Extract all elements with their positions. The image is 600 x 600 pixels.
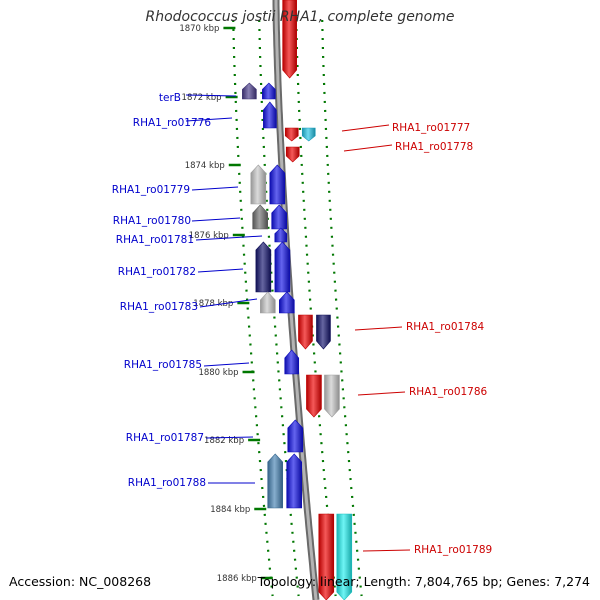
gene-rha1-ro01788	[267, 453, 303, 509]
gene-glyph	[267, 453, 284, 509]
gene-glyph	[274, 241, 291, 293]
gene-glyph	[301, 127, 316, 142]
gene-rha1-ro01781	[274, 227, 288, 243]
gene-glyph	[336, 513, 353, 600]
tick-label: 1870 kbp	[179, 24, 219, 34]
gene-rha1-ro01784	[298, 314, 331, 350]
gene-rha1-ro01789	[318, 513, 353, 600]
gene-label-leader	[191, 186, 239, 191]
gene-glyph	[282, 0, 297, 79]
gene-glyph	[271, 204, 287, 230]
gene-glyph	[316, 314, 331, 350]
gene-label-leader	[191, 217, 241, 222]
gene-label: RHA1_ro01788	[128, 477, 206, 489]
tick-label: 1876 kbp	[189, 231, 229, 241]
gene-label-leader	[354, 326, 403, 331]
gene-label-leader	[362, 549, 411, 552]
gene-rha1-ro01777	[284, 127, 316, 142]
track-dots-outer-left	[232, 19, 274, 597]
tick-label: 1874 kbp	[185, 161, 225, 171]
tick-label: 1882 kbp	[204, 436, 244, 446]
gene-label: RHA1_ro01786	[409, 386, 488, 398]
gene-label: RHA1_ro01789	[414, 544, 492, 556]
gene-glyph	[285, 146, 300, 163]
gene-rha1-ro01783	[260, 291, 295, 314]
gene-glyph	[318, 513, 335, 600]
tick-label: 1880 kbp	[198, 368, 238, 378]
gene-label: RHA1_ro01785	[124, 359, 202, 371]
gene-label-leader	[185, 117, 233, 122]
gene-glyph	[306, 374, 322, 418]
track-dots-outer-right	[321, 19, 363, 597]
gene-label-leader	[341, 124, 390, 132]
gene-glyph	[263, 101, 277, 129]
gene-label: RHA1_ro01779	[112, 184, 190, 196]
gene-label-leader	[195, 235, 263, 241]
gene-glyph	[279, 291, 295, 314]
gene-glyph	[262, 82, 276, 100]
gene-rha1-ro01786	[306, 374, 340, 418]
gene-glyph	[260, 291, 276, 314]
gene-glyph	[287, 419, 304, 453]
gene-label: RHA1_ro01782	[118, 266, 196, 278]
gene-glyph	[242, 82, 257, 100]
gene-label-leader	[203, 362, 250, 367]
gene-rha1-ro01787	[287, 419, 304, 453]
gene-label-leader	[185, 94, 237, 97]
gene-terb	[242, 82, 276, 100]
gene-unlabeled	[282, 0, 297, 79]
accession-text: Accession: NC_008268	[9, 574, 152, 589]
track-dots-inner-right	[295, 19, 337, 597]
gene-rha1-ro01780	[252, 204, 287, 230]
gene-glyph	[324, 374, 340, 418]
gene-rha1-ro01778	[285, 146, 300, 163]
tick-label: 1878 kbp	[193, 299, 233, 309]
gene-glyph	[255, 241, 272, 293]
gene-label-leader	[357, 391, 406, 396]
gene-glyph	[286, 453, 303, 509]
gene-label: RHA1_ro01778	[395, 141, 473, 153]
gene-rha1-ro01776	[263, 101, 277, 129]
gene-glyph	[298, 314, 313, 350]
gene-label: RHA1_ro01784	[406, 321, 485, 333]
gene-label: RHA1_ro01777	[392, 122, 470, 134]
gene-label-leader	[343, 144, 393, 152]
gene-label: RHA1_ro01781	[116, 234, 194, 246]
gene-label: RHA1_ro01776	[133, 117, 212, 129]
gene-glyph	[250, 164, 267, 205]
tick-label: 1872 kbp	[182, 93, 222, 103]
tick-label: 1884 kbp	[210, 505, 250, 515]
gene-rha1-ro01782	[255, 241, 291, 293]
gene-glyph	[252, 204, 268, 230]
gene-glyph	[284, 127, 299, 142]
gene-glyph	[274, 227, 288, 243]
gene-rha1-ro01785	[284, 349, 300, 375]
gene-label-leader	[197, 268, 244, 273]
gene-label: RHA1_ro01787	[126, 432, 204, 444]
gene-label: RHA1_ro01783	[120, 301, 198, 313]
tick-label: 1886 kbp	[217, 574, 257, 584]
gene-label-leader	[205, 436, 254, 439]
gene-label-leader	[199, 298, 258, 308]
gene-glyph	[284, 349, 300, 375]
gene-rha1-ro01779	[250, 164, 286, 205]
gene-label: RHA1_ro01780	[113, 215, 191, 227]
genome-summary-text: Topology: linear; Length: 7,804,765 bp; …	[257, 574, 590, 589]
gene-glyph	[269, 164, 286, 205]
gene-label: terB	[159, 92, 181, 104]
map-title: Rhodococcus jostii RHA1, complete genome	[145, 9, 455, 25]
